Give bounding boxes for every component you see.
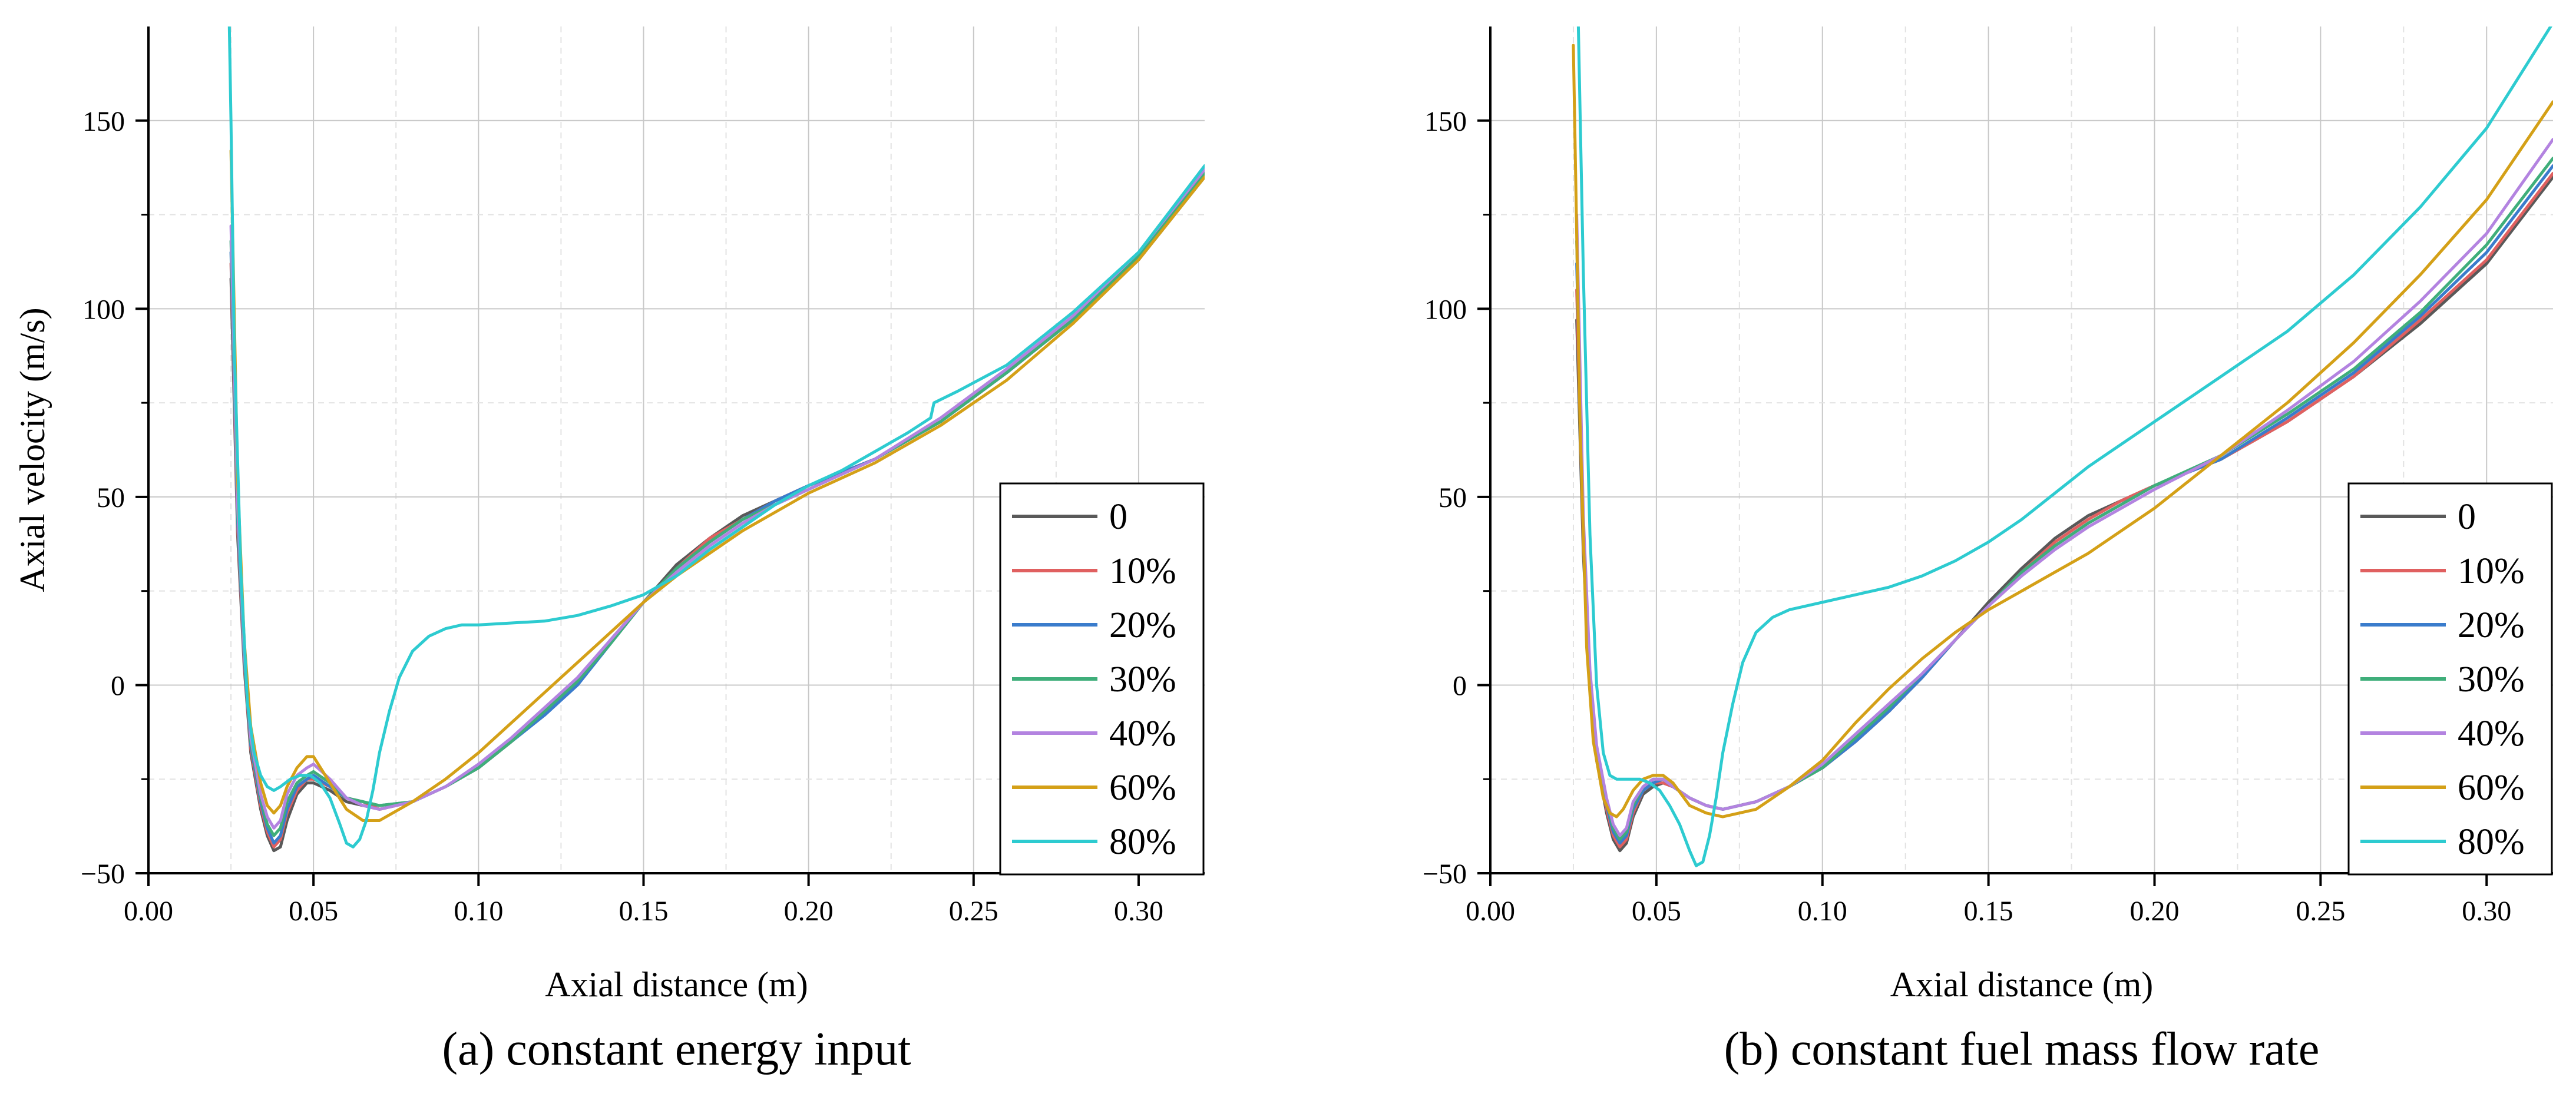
x-tick-label: 0.00 bbox=[1466, 896, 1515, 927]
legend-label: 40% bbox=[2458, 714, 2525, 754]
legend-label: 80% bbox=[1109, 822, 1176, 862]
caption-a: (a) constant energy input bbox=[442, 1023, 911, 1075]
tick-labels-b: 0.00 0.05 0.10 0.15 0.20 0.25 0.30 −50 0 50 100 150 bbox=[1423, 106, 2511, 927]
legend-label: 0 bbox=[1109, 497, 1127, 537]
chart-panel-a: 0.00 0.05 0.10 0.15 0.20 0.25 0.30 −50 0 50 100 150… bbox=[13, 26, 1205, 1075]
y-tick-label: 150 bbox=[82, 106, 125, 137]
axes-a bbox=[135, 26, 1205, 886]
legend-label: 10% bbox=[1109, 551, 1176, 591]
legend-label: 60% bbox=[1109, 768, 1176, 808]
y-tick-label: 100 bbox=[82, 294, 125, 325]
x-tick-label: 0.15 bbox=[1964, 896, 2013, 927]
x-tick-label: 0.15 bbox=[619, 896, 668, 927]
legend-label: 30% bbox=[2458, 659, 2525, 700]
x-tick-label: 0.10 bbox=[1798, 896, 1847, 927]
y-tick-label: 100 bbox=[1424, 294, 1467, 325]
series-b bbox=[1572, 26, 2553, 867]
grid-a bbox=[148, 26, 1205, 874]
legend-label: 10% bbox=[2458, 551, 2525, 591]
y-tick-label: −50 bbox=[81, 859, 125, 890]
legend-b: 0 10% 20% 30% 40% 60% 80% bbox=[2347, 482, 2553, 876]
y-axis-label: Axial velocity (m/s) bbox=[13, 307, 52, 592]
x-tick-label: 0.05 bbox=[289, 896, 338, 927]
tick-labels-a: 0.00 0.05 0.10 0.15 0.20 0.25 0.30 −50 0 50 100 150 bbox=[81, 106, 1163, 927]
x-axis-label: Axial distance (m) bbox=[545, 965, 808, 1004]
x-tick-label: 0.25 bbox=[2296, 896, 2345, 927]
series-line-60pct bbox=[1572, 44, 2553, 818]
y-tick-label: −50 bbox=[1423, 859, 1467, 890]
legend-a: 0 10% 20% 30% 40% 60% 80% bbox=[999, 482, 1205, 876]
x-tick-label: 0.00 bbox=[124, 896, 173, 927]
caption-b: (b) constant fuel mass flow rate bbox=[1724, 1023, 2320, 1075]
y-tick-label: 0 bbox=[111, 670, 125, 701]
x-tick-label: 0.05 bbox=[1632, 896, 1681, 927]
legend-label: 30% bbox=[1109, 659, 1176, 700]
chart-panel-b: 0.00 0.05 0.10 0.15 0.20 0.25 0.30 −50 0 50 100 150… bbox=[1423, 26, 2553, 1075]
series-line-80pct bbox=[1576, 26, 2552, 867]
series-line-40pct bbox=[229, 168, 1205, 830]
y-tick-label: 50 bbox=[1439, 482, 1467, 513]
x-tick-label: 0.30 bbox=[2462, 896, 2511, 927]
y-tick-label: 0 bbox=[1453, 670, 1467, 701]
x-tick-label: 0.25 bbox=[949, 896, 998, 927]
series-line-60pct bbox=[229, 149, 1205, 822]
x-tick-label: 0.10 bbox=[454, 896, 503, 927]
x-tick-label: 0.20 bbox=[2130, 896, 2180, 927]
y-tick-label: 150 bbox=[1424, 106, 1467, 137]
legend-label: 40% bbox=[1109, 714, 1176, 754]
x-axis-label: Axial distance (m) bbox=[1890, 965, 2154, 1004]
y-tick-label: 50 bbox=[97, 482, 125, 513]
legend-label: 20% bbox=[2458, 605, 2525, 645]
legend-label: 0 bbox=[2458, 497, 2476, 537]
series-a bbox=[227, 26, 1205, 853]
series-line-80pct bbox=[227, 26, 1205, 849]
legend-label: 80% bbox=[2458, 822, 2525, 862]
legend-label: 20% bbox=[1109, 605, 1176, 645]
x-tick-label: 0.20 bbox=[784, 896, 834, 927]
legend-label: 60% bbox=[2458, 768, 2525, 808]
x-tick-label: 0.30 bbox=[1114, 896, 1163, 927]
